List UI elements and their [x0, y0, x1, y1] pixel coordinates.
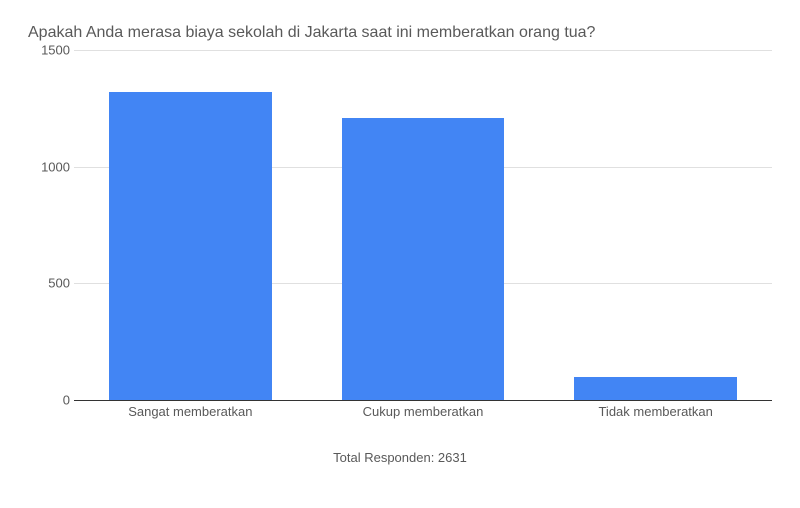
bar-slot — [307, 50, 540, 400]
bar-slot — [74, 50, 307, 400]
chart-title: Apakah Anda merasa biaya sekolah di Jaka… — [28, 24, 772, 42]
x-tick-label: Cukup memberatkan — [307, 404, 540, 424]
bar-chart: Apakah Anda merasa biaya sekolah di Jaka… — [28, 24, 772, 484]
y-tick-label: 0 — [28, 393, 70, 408]
y-tick-label: 1000 — [28, 159, 70, 174]
bar — [109, 92, 272, 400]
plot-area: 050010001500 Sangat memberatkanCukup mem… — [74, 50, 772, 420]
bars-group — [74, 50, 772, 400]
y-tick-label: 1500 — [28, 43, 70, 58]
x-tick-label: Tidak memberatkan — [539, 404, 772, 424]
bar — [574, 377, 737, 400]
x-tick-label: Sangat memberatkan — [74, 404, 307, 424]
bar — [342, 118, 505, 400]
gridline — [74, 400, 772, 401]
bar-slot — [539, 50, 772, 400]
x-axis-labels: Sangat memberatkanCukup memberatkanTidak… — [74, 404, 772, 424]
chart-footer: Total Responden: 2631 — [28, 450, 772, 465]
y-axis: 050010001500 — [28, 50, 70, 400]
y-tick-label: 500 — [28, 276, 70, 291]
